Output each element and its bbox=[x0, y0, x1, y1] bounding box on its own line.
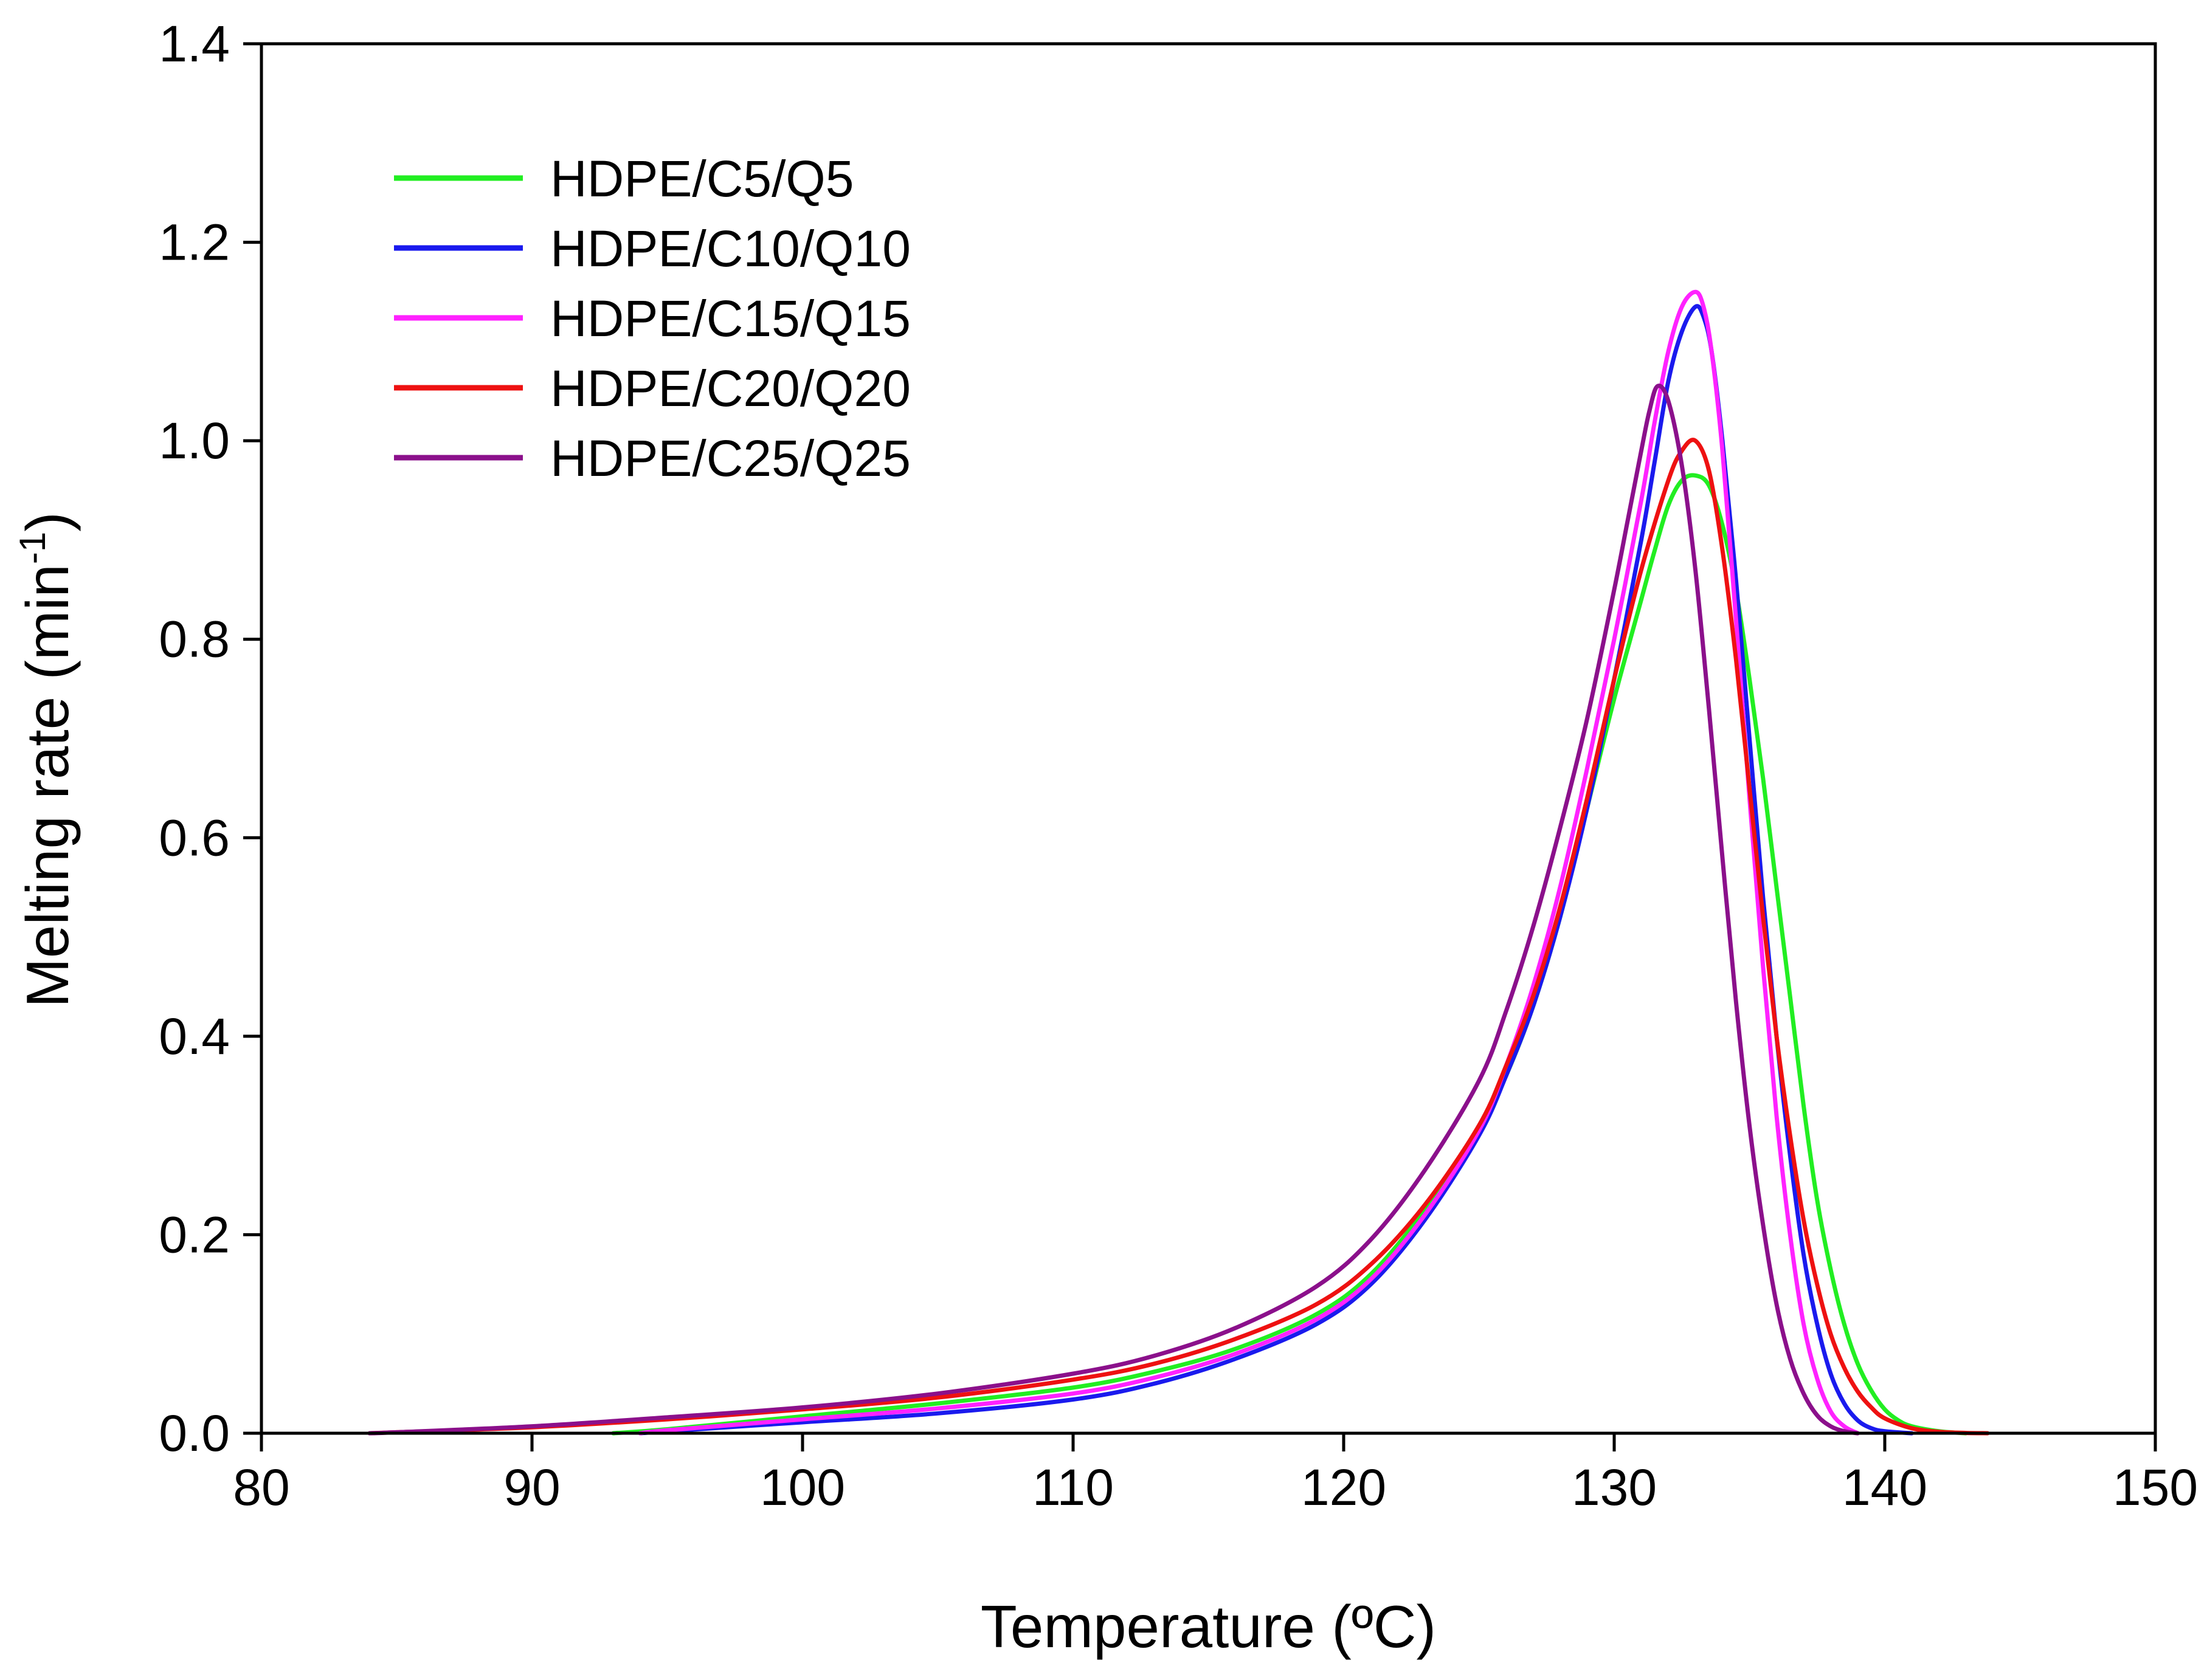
legend-label: HDPE/C20/Q20 bbox=[550, 360, 911, 417]
series-line-hdpe-c25-q25 bbox=[367, 384, 1860, 1436]
y-tick-label: 1.2 bbox=[159, 214, 230, 271]
y-tick-label: 0.0 bbox=[159, 1405, 230, 1462]
y-axis-label-close: ) bbox=[14, 512, 81, 532]
y-axis-ticks: 0.0 0.2 0.4 0.6 0.8 1.0 1.2 1.4 bbox=[159, 15, 261, 1462]
legend: HDPE/C5/Q5 HDPE/C10/Q10 HDPE/C15/Q15 HDPE/C… bbox=[394, 150, 911, 487]
x-tick-label: 130 bbox=[1572, 1459, 1657, 1516]
y-tick-label: 1.4 bbox=[159, 15, 230, 72]
y-tick-label: 0.6 bbox=[159, 809, 230, 866]
series-line-hdpe-c5-q5 bbox=[611, 473, 1968, 1436]
y-tick-label: 1.0 bbox=[159, 412, 230, 469]
x-tick-label: 120 bbox=[1301, 1459, 1386, 1516]
x-tick-label: 140 bbox=[1842, 1459, 1927, 1516]
y-axis-label-main: Melting rate (min bbox=[14, 564, 81, 1008]
series-line-hdpe-c15-q15 bbox=[638, 289, 1860, 1436]
legend-label: HDPE/C5/Q5 bbox=[550, 150, 854, 207]
legend-label: HDPE/C25/Q25 bbox=[550, 430, 911, 487]
plot-frame bbox=[260, 42, 2157, 1435]
x-tick-label: 110 bbox=[1032, 1459, 1114, 1516]
x-axis-ticks: 80 90 100 110 120 130 140 150 bbox=[233, 1433, 2198, 1516]
y-tick-label: 0.2 bbox=[159, 1206, 230, 1263]
legend-label: HDPE/C15/Q15 bbox=[550, 290, 911, 347]
series-line-hdpe-c10-q10 bbox=[638, 304, 1914, 1436]
series-line-hdpe-c20-q20 bbox=[367, 438, 1990, 1436]
y-axis-label: Melting rate (min-1) bbox=[12, 512, 81, 1008]
y-tick-label: 0.8 bbox=[159, 611, 230, 668]
y-tick-label: 0.4 bbox=[159, 1008, 230, 1065]
legend-label: HDPE/C10/Q10 bbox=[550, 220, 911, 277]
x-tick-label: 80 bbox=[233, 1459, 289, 1516]
x-tick-label: 90 bbox=[503, 1459, 560, 1516]
x-tick-label: 100 bbox=[760, 1459, 845, 1516]
series-layer bbox=[367, 289, 1990, 1436]
x-tick-label: 150 bbox=[2113, 1459, 2198, 1516]
x-axis-label: Temperature (ºC) bbox=[981, 1593, 1436, 1660]
y-axis-label-superscript: -1 bbox=[12, 532, 53, 564]
